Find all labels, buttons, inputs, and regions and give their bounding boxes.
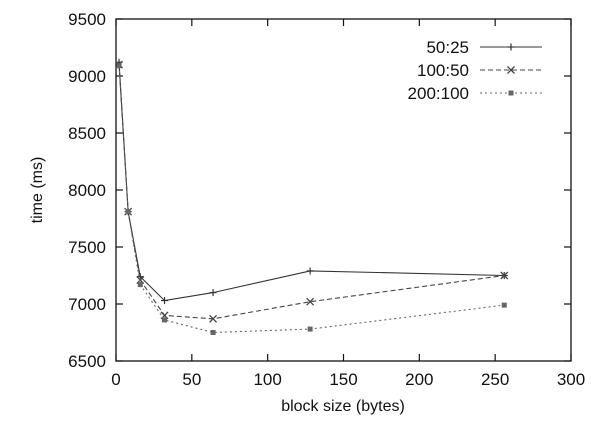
data-point xyxy=(306,297,315,306)
legend-label: 50:25 xyxy=(426,38,469,57)
x-tick-label: 100 xyxy=(253,370,281,389)
data-point xyxy=(501,302,507,308)
y-tick-label: 7500 xyxy=(68,238,106,257)
legend-label: 200:100 xyxy=(408,84,469,103)
data-point xyxy=(209,289,217,297)
plot-frame xyxy=(115,18,572,362)
series-line-2 xyxy=(118,65,505,334)
y-tick-label: 9000 xyxy=(68,67,106,86)
data-point xyxy=(306,267,314,275)
x-axis-label: block size (bytes) xyxy=(281,398,405,415)
legend-marker xyxy=(507,66,515,74)
data-point xyxy=(210,330,216,335)
y-tick-label: 8000 xyxy=(68,181,106,200)
legend-marker xyxy=(507,43,515,51)
x-tick-label: 0 xyxy=(111,370,120,389)
x-tick-label: 200 xyxy=(405,370,433,389)
data-point xyxy=(116,63,122,69)
data-point xyxy=(162,317,168,323)
data-point xyxy=(161,297,169,305)
y-tick-label: 9500 xyxy=(68,10,106,29)
x-tick-label: 250 xyxy=(481,370,509,389)
data-point xyxy=(307,326,313,332)
data-point xyxy=(136,273,144,281)
y-tick-label: 7000 xyxy=(68,295,106,314)
x-tick-label: 150 xyxy=(329,370,357,389)
x-tick-label: 300 xyxy=(557,370,585,389)
legend-marker xyxy=(508,90,514,96)
series-layer xyxy=(115,58,509,335)
data-point xyxy=(137,282,143,288)
axis-ticks: 0 50 100 150 200 250 300 6500 7000 7500 8000 8500 90… xyxy=(68,10,585,389)
legend: 50:25 100:50 200:100 xyxy=(408,38,542,103)
data-point xyxy=(125,209,131,215)
y-tick-label: 6500 xyxy=(68,352,106,371)
x-tick-label: 50 xyxy=(182,370,201,389)
y-tick-label: 8500 xyxy=(68,124,106,143)
data-point xyxy=(209,314,218,323)
y-axis-label: time (ms) xyxy=(29,157,46,224)
legend-label: 100:50 xyxy=(417,61,469,80)
data-point xyxy=(500,271,509,280)
